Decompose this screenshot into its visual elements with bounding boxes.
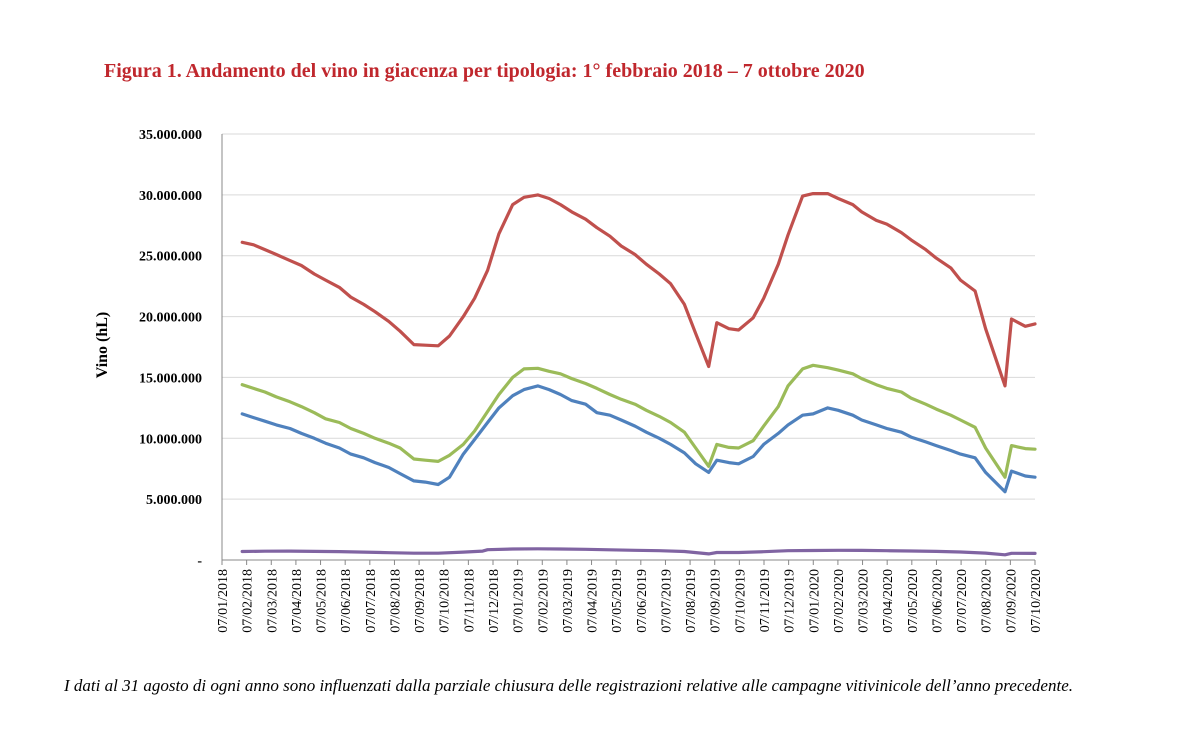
x-tick-label: 07/02/2018: [241, 569, 256, 633]
x-tick-label: 07/09/2020: [1004, 569, 1019, 633]
x-tick-label: 07/04/2018: [290, 569, 305, 633]
y-tick-labels: - 5.000.000 10.000.000 15.000.000 20.000.000…: [139, 128, 202, 569]
x-tick-label: 07/07/2020: [955, 569, 970, 633]
x-tick-label: 07/08/2019: [684, 569, 699, 633]
x-tick-label: 07/04/2020: [881, 569, 896, 633]
y-axis-title: Vino (hL): [94, 312, 111, 379]
x-tick-label: 07/06/2018: [339, 569, 354, 633]
x-tick-label: 07/05/2018: [315, 569, 330, 633]
x-tick-label: 07/03/2019: [561, 569, 576, 633]
y-tick-label: 15.000.000: [139, 371, 202, 386]
figure-title: Figura 1. Andamento del vino in giacenza…: [104, 60, 865, 82]
series-line-3: [240, 384, 1037, 494]
x-tick-label: 07/01/2020: [807, 569, 822, 633]
x-tick-label: 07/09/2019: [709, 569, 724, 633]
x-tick-label: 07/05/2020: [906, 569, 921, 633]
x-tick-label: 07/04/2019: [586, 569, 601, 633]
axes: [221, 134, 1036, 565]
y-tick-label: -: [197, 554, 202, 569]
x-tick-label: 07/07/2018: [364, 569, 379, 633]
x-tick-label: 07/10/2019: [733, 569, 748, 633]
x-tick-label: 07/11/2019: [758, 569, 773, 632]
x-tick-label: 07/08/2020: [980, 569, 995, 633]
y-tick-label: 25.000.000: [139, 250, 202, 265]
x-tick-labels: 07/01/2018 07/02/2018 07/03/2018 07/04/2018…: [216, 569, 1044, 633]
x-tick-label: 07/09/2018: [413, 569, 428, 633]
series-lines: [240, 192, 1037, 557]
y-tick-label: 20.000.000: [139, 311, 202, 326]
x-tick-label: 07/11/2018: [462, 569, 477, 632]
x-tick-label: 07/10/2020: [1029, 569, 1044, 633]
x-tick-label: 07/12/2018: [487, 569, 502, 633]
x-tick-label: 07/12/2019: [783, 569, 798, 633]
x-tick-label: 07/06/2019: [635, 569, 650, 633]
series-line-4: [240, 547, 1037, 557]
x-tick-label: 07/03/2018: [265, 569, 280, 633]
x-tick-label: 07/10/2018: [438, 569, 453, 633]
footnote: I dati al 31 agosto di ogni anno sono in…: [64, 676, 1073, 695]
x-tick-label: 07/03/2020: [857, 569, 872, 633]
x-tick-label: 07/06/2020: [930, 569, 945, 633]
x-tick-label: 07/02/2020: [832, 569, 847, 633]
series-line-1: [240, 192, 1037, 388]
gridlines: [222, 133, 1035, 500]
y-tick-label: 30.000.000: [139, 189, 202, 204]
y-tick-label: 5.000.000: [146, 493, 202, 508]
series-line-2: [240, 363, 1037, 479]
x-tick-label: 07/01/2018: [216, 569, 231, 633]
x-tick-label: 07/02/2019: [536, 569, 551, 633]
x-tick-label: 07/08/2018: [388, 569, 403, 633]
x-tick-label: 07/05/2019: [610, 569, 625, 633]
x-tick-label: 07/01/2019: [512, 569, 527, 633]
y-tick-label: 10.000.000: [139, 432, 202, 447]
x-tick-label: 07/07/2019: [659, 569, 674, 633]
y-tick-label: 35.000.000: [139, 128, 202, 143]
